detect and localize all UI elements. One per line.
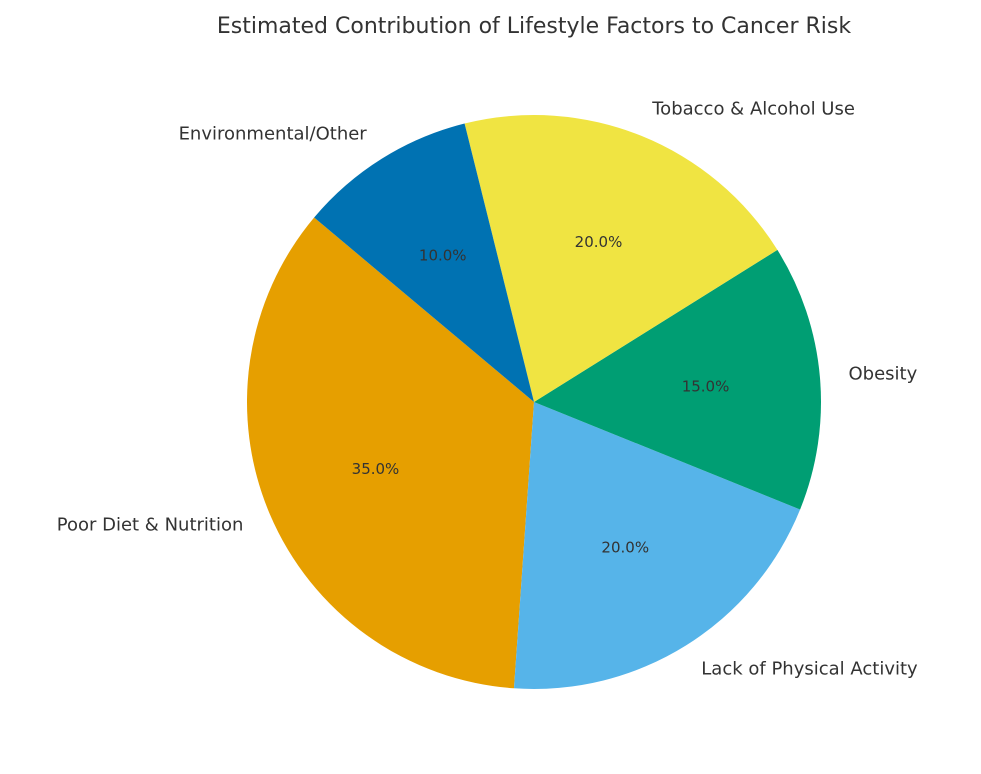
slice-percent-label: 20.0% [601, 539, 649, 557]
pie-slice [246, 217, 534, 689]
slice-label: Obesity [848, 363, 917, 384]
slice-label: Lack of Physical Activity [701, 659, 918, 680]
pie-slice [534, 249, 821, 510]
pie-slice [464, 114, 778, 403]
slice-label: Poor Diet & Nutrition [57, 514, 244, 535]
pie-slice [513, 402, 801, 690]
pie-slice [314, 123, 534, 403]
slice-percent-label: 10.0% [419, 246, 467, 264]
chart-title: Estimated Contribution of Lifestyle Fact… [217, 14, 852, 39]
slice-label: Environmental/Other [179, 123, 368, 144]
slice-percent-label: 15.0% [682, 377, 730, 395]
slice-percent-label: 35.0% [352, 460, 400, 478]
slice-percent-label: 20.0% [575, 233, 623, 251]
slice-label: Tobacco & Alcohol Use [651, 98, 855, 119]
